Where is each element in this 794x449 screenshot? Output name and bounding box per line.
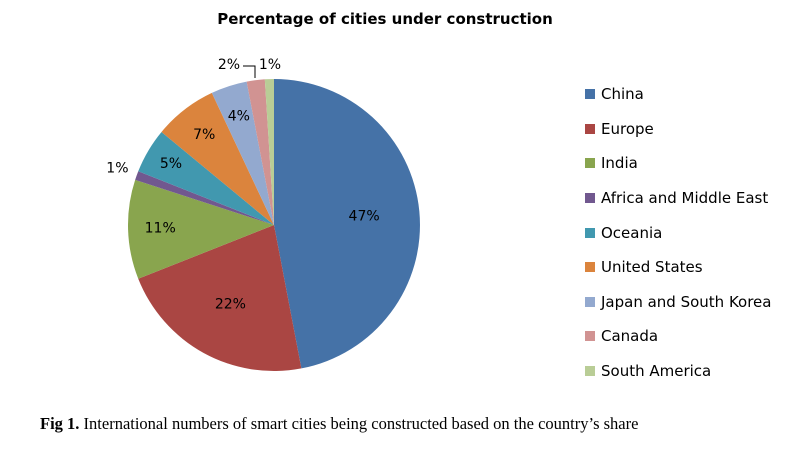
leader-lines	[243, 65, 256, 78]
pie-slice-united-states	[161, 92, 274, 226]
legend-label: China	[601, 85, 644, 104]
pie-slice-canada	[246, 79, 274, 225]
chart-title: Percentage of cities under construction	[217, 10, 553, 28]
legend-swatch	[585, 366, 595, 377]
legend-item: China	[585, 77, 771, 112]
legend-item: Japan and South Korea	[585, 285, 771, 320]
legend-swatch	[585, 123, 595, 134]
legend-swatch	[585, 158, 595, 169]
legend-label: India	[601, 154, 638, 173]
legend-swatch	[585, 193, 595, 204]
pie-slice-oceania	[138, 131, 274, 225]
legend-label: United States	[601, 258, 703, 277]
pie-slice-africa-and-middle-east	[135, 171, 274, 225]
legend-swatch	[585, 296, 595, 307]
slice-label-africa-and-middle-east: 1%	[106, 161, 128, 177]
legend-item: Europe	[585, 112, 771, 147]
caption-text: International numbers of smart cities be…	[79, 414, 639, 433]
slice-label-canada: 2%	[218, 57, 240, 73]
legend-swatch	[585, 89, 595, 100]
legend-item: South America	[585, 354, 771, 389]
legend-item: Oceania	[585, 215, 771, 250]
legend-swatch	[585, 331, 595, 342]
legend-label: Canada	[601, 327, 659, 346]
legend: China Europe India Africa and Middle East Oc…	[585, 77, 771, 388]
legend-swatch	[585, 262, 595, 273]
slice-label-india: 11%	[145, 221, 176, 237]
pie-slice-japan-and-south-korea	[211, 81, 274, 225]
legend-label: Europe	[601, 119, 654, 138]
figure-caption: Fig 1. International numbers of smart ci…	[40, 414, 638, 434]
legend-item: Canada	[585, 319, 771, 354]
pie-slice-europe	[138, 225, 302, 371]
caption-prefix: Fig 1.	[40, 414, 80, 433]
slice-label-south-america: 1%	[259, 57, 281, 73]
pie-slice-china	[274, 79, 420, 369]
slice-label-china: 47%	[349, 209, 380, 225]
pie-slice-south-america	[264, 79, 274, 225]
legend-item: Africa and Middle East	[585, 181, 771, 216]
pie-slice-india	[127, 179, 274, 279]
slice-label-japan-and-south-korea: 4%	[228, 109, 250, 125]
legend-label: Africa and Middle East	[601, 189, 769, 208]
pie-slices	[127, 79, 420, 371]
slice-label-united-states: 7%	[193, 127, 215, 143]
leader-line	[243, 65, 256, 78]
legend-label: Japan and South Korea	[601, 292, 772, 311]
legend-item: India	[585, 146, 771, 181]
legend-label: Oceania	[601, 223, 663, 242]
legend-item: United States	[585, 250, 771, 285]
legend-swatch	[585, 227, 595, 238]
slice-label-europe: 22%	[215, 296, 246, 312]
slice-labels: 47% 22% 11% 1% 5% 7% 4% 2% 1%	[106, 57, 379, 312]
legend-label: South America	[601, 362, 712, 381]
slice-label-oceania: 5%	[160, 156, 182, 172]
